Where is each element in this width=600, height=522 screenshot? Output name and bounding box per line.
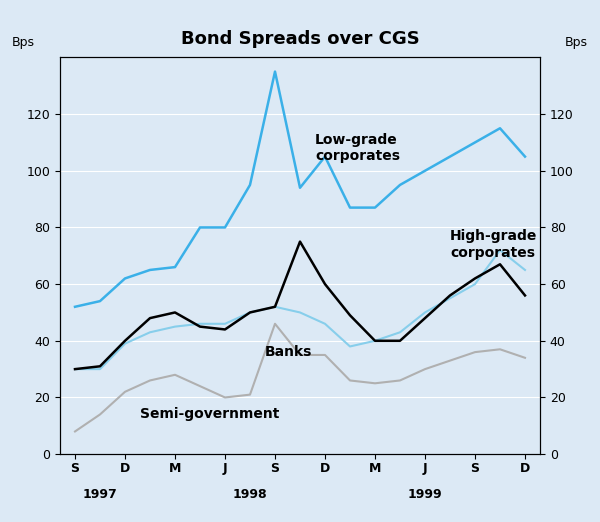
Text: Bps: Bps [12, 37, 35, 50]
Title: Bond Spreads over CGS: Bond Spreads over CGS [181, 30, 419, 48]
Text: 1998: 1998 [233, 488, 268, 501]
Text: Banks: Banks [265, 345, 313, 359]
Text: High-grade
corporates: High-grade corporates [450, 229, 538, 259]
Text: Bps: Bps [565, 37, 588, 50]
Text: Semi-government: Semi-government [140, 408, 280, 421]
Text: 1997: 1997 [83, 488, 118, 501]
Text: 1999: 1999 [407, 488, 442, 501]
Text: Low-grade
corporates: Low-grade corporates [315, 133, 400, 163]
